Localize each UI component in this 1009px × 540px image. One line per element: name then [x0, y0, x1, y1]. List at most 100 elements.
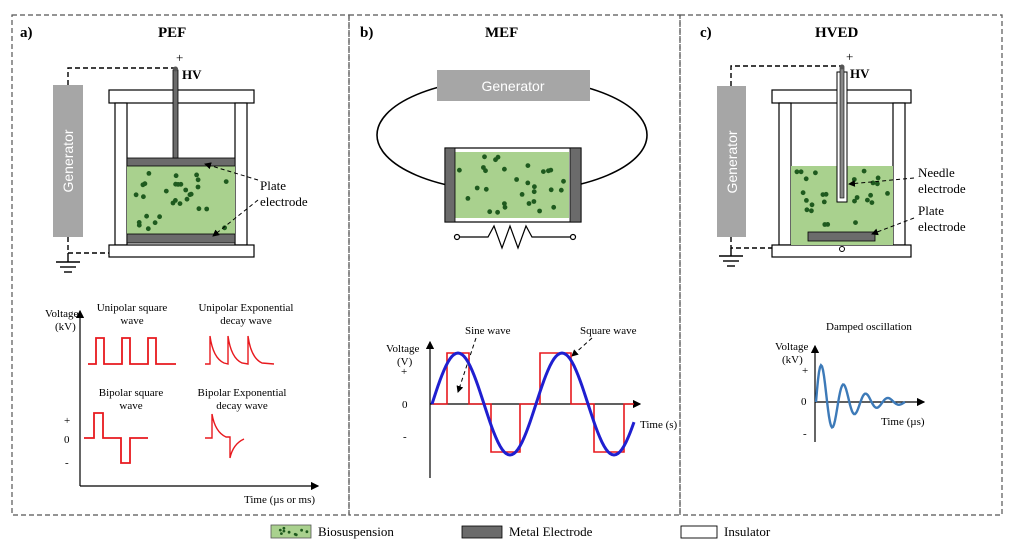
mef-sine-label: Sine wave — [465, 325, 511, 337]
particle-dot — [174, 173, 179, 178]
particle-dot — [153, 220, 158, 225]
hved-wave-title: Damped oscillation — [826, 321, 912, 333]
hved-needle-label-1: Needle — [918, 165, 955, 180]
pef-ylabel-1: Voltage — [45, 308, 79, 320]
particle-dot — [185, 197, 190, 202]
panel-c-letter: c) — [700, 25, 712, 41]
particle-dot — [549, 187, 554, 192]
particle-dot — [868, 193, 873, 198]
pef-tick-plus: + — [64, 415, 70, 427]
particle-dot — [224, 179, 229, 184]
legend-biosuspension-swatch — [271, 525, 311, 538]
particle-dot — [484, 187, 489, 192]
particle-dot — [548, 168, 553, 173]
particle-dot — [852, 199, 857, 204]
pef-xlabel: Time (µs or ms) — [244, 494, 315, 506]
hved-ylabel-1: Voltage — [775, 341, 809, 353]
pef-unipolar-square-wave — [88, 338, 176, 364]
hved-xlabel: Time (µs) — [881, 416, 925, 428]
particle-dot — [862, 169, 867, 174]
mef-tick-plus: + — [401, 366, 407, 378]
particle-dot — [822, 200, 827, 205]
legend: Biosuspension Metal Electrode Insulator — [271, 524, 771, 539]
particle-dot — [288, 531, 291, 534]
pef-unipolar-square-label-1: Unipolar square — [97, 302, 168, 314]
particle-dot — [147, 171, 152, 176]
particle-dot — [141, 194, 146, 199]
pef-unipolar-square-label-2: wave — [120, 315, 143, 327]
particle-dot — [813, 170, 818, 175]
hved-generator-label: Generator — [724, 130, 740, 193]
particle-dot — [809, 208, 814, 213]
particle-dot — [810, 202, 815, 207]
particle-dot — [537, 209, 542, 214]
particle-dot — [525, 181, 530, 186]
particle-dot — [852, 177, 857, 182]
particle-dot — [189, 192, 194, 197]
pef-bipolar-exp-wave — [205, 414, 244, 458]
particle-dot — [502, 201, 507, 206]
particle-dot — [196, 177, 201, 182]
hved-ground-icon — [719, 248, 743, 266]
particle-dot — [875, 181, 880, 186]
pef-electrode-rod — [173, 70, 178, 158]
hved-wire-top — [731, 66, 842, 86]
pef-generator-label: Generator — [60, 129, 76, 192]
pef-bipolar-square-label-1: Bipolar square — [99, 387, 164, 399]
hved-tick-plus: + — [802, 365, 808, 377]
pef-biosuspension — [127, 166, 235, 234]
hved-plate-label-1: Plate — [918, 203, 944, 218]
panel-b-letter: b) — [360, 25, 373, 41]
particle-dot — [822, 222, 827, 227]
hved-needle-label-2: electrode — [918, 181, 966, 196]
particle-dot — [541, 169, 546, 174]
pef-bipolar-exp-label-1: Bipolar Exponential — [198, 387, 287, 399]
legend-insulator-swatch — [681, 526, 717, 538]
particle-dot — [865, 198, 870, 203]
particle-dot — [134, 192, 139, 197]
pef-plate-label-1: Plate — [260, 178, 286, 193]
particle-dot — [294, 533, 297, 536]
legend-insulator-label: Insulator — [724, 524, 771, 539]
pef-bipolar-square-label-2: wave — [119, 400, 142, 412]
particle-dot — [520, 192, 525, 197]
panel-b-title: MEF — [485, 25, 518, 41]
particle-dot — [306, 530, 309, 533]
particle-dot — [176, 182, 181, 187]
particle-dot — [197, 206, 202, 211]
pef-bipolar-exp-label-2: decay wave — [216, 400, 268, 412]
hved-tick-minus: - — [803, 428, 807, 440]
particle-dot — [183, 188, 188, 193]
hved-tick-zero: 0 — [801, 396, 807, 408]
particle-dot — [532, 184, 537, 189]
pef-tick-minus: - — [65, 457, 69, 469]
pef-ylabel-2: (kV) — [55, 321, 76, 333]
particle-dot — [487, 209, 492, 214]
mef-square-wave — [432, 353, 634, 452]
mef-generator: Generator — [437, 70, 590, 101]
pef-tick-zero: 0 — [64, 434, 70, 446]
particle-dot — [164, 189, 169, 194]
particle-dot — [870, 200, 875, 205]
hved-hv-label: HV — [850, 66, 870, 81]
mef-square-arrow — [572, 338, 592, 356]
particle-dot — [799, 169, 804, 174]
pef-unipolar-exp-label-2: decay wave — [220, 315, 272, 327]
mef-chamber — [445, 148, 581, 222]
particle-dot — [157, 214, 162, 219]
mef-square-label: Square wave — [580, 325, 637, 337]
particle-dot — [559, 188, 564, 193]
particle-dot — [795, 169, 800, 174]
particle-dot — [283, 530, 286, 533]
panel-a-title: PEF — [158, 25, 186, 41]
legend-metal-electrode-swatch — [462, 526, 502, 538]
hved-needle-terminal — [840, 65, 845, 70]
mef-resistor-icon — [455, 226, 576, 248]
particle-dot — [482, 154, 487, 159]
particle-dot — [204, 207, 209, 212]
hved-ylabel-2: (kV) — [782, 354, 803, 366]
particle-dot — [146, 226, 151, 231]
particle-dot — [493, 157, 498, 162]
particle-dot — [280, 532, 283, 535]
particle-dot — [194, 173, 199, 178]
